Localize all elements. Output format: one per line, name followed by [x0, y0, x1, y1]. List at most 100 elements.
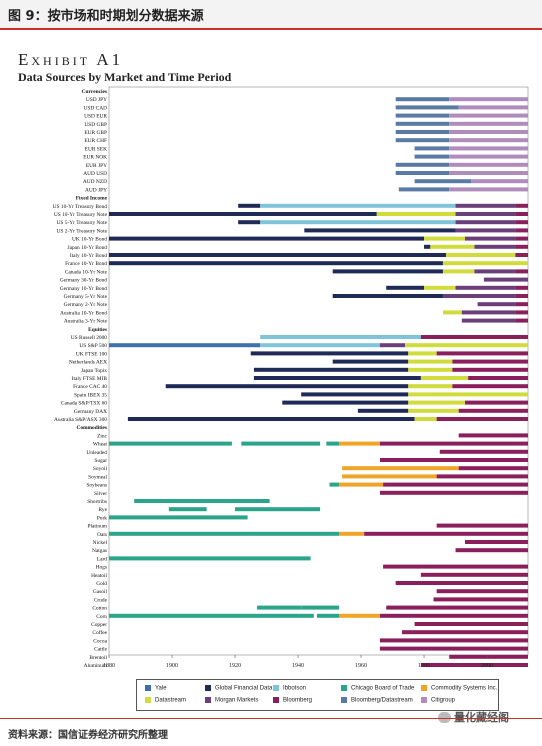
row-label: Soybeans: [86, 483, 107, 489]
legend-swatch: [273, 685, 279, 691]
bar-segment: [420, 376, 469, 380]
bar-segment: [464, 400, 528, 405]
bar-segment: [461, 310, 516, 315]
row-label: Germany 10-Yr Bond: [60, 286, 108, 292]
bar-segment: [408, 367, 453, 372]
bar-segment: [165, 384, 409, 389]
legend-item: Chicago Board of Trade: [341, 685, 414, 692]
chart-subtitle: Data Sources by Market and Time Period: [18, 70, 232, 84]
bar-segment: [464, 540, 528, 544]
x-tick-label: 1880: [103, 663, 115, 669]
bar-segment: [477, 302, 516, 307]
bar-segment: [452, 367, 528, 372]
bar-segment: [257, 605, 302, 610]
bar-segment: [338, 482, 384, 487]
row-label: Germany 5-Yr Note: [64, 294, 108, 300]
bar-segment: [332, 269, 443, 274]
row-label: Germany DAX: [74, 409, 107, 415]
legend-item: Datastream: [145, 697, 186, 704]
bar-segment: [455, 203, 516, 208]
row-label: US 5-Yr Treasury Note: [57, 220, 108, 226]
bar-segment: [439, 449, 528, 454]
row-label: Shortribs: [87, 499, 107, 505]
legend-swatch: [145, 685, 151, 691]
legend-swatch: [341, 685, 347, 691]
bar-segment: [395, 162, 450, 167]
x-tick-label: 1960: [355, 663, 367, 669]
bar-segment: [446, 253, 516, 257]
row-label: Gold: [96, 581, 107, 587]
bar-segment: [250, 351, 409, 356]
legend-swatch: [145, 697, 151, 703]
row-label: Soyoil: [93, 466, 108, 472]
row-label: EUR GBP: [84, 130, 107, 136]
bar-segment: [455, 285, 516, 290]
figure-title: 图 9：按市场和时期划分数据来源: [8, 9, 204, 24]
bar-segment: [109, 556, 311, 561]
row-label: Crude: [94, 597, 108, 603]
row-label: Pork: [97, 515, 107, 521]
bar-segment: [109, 343, 261, 348]
bar-segment: [442, 310, 462, 315]
row-label: Netherlands AEX: [69, 360, 107, 366]
bar-segment: [395, 171, 450, 175]
row-label: Coffee: [92, 629, 107, 636]
bar-segment: [241, 441, 321, 446]
row-label: Hogs: [96, 565, 107, 571]
legend-item: Global Financial Data: [205, 685, 272, 692]
bar-segment: [134, 499, 270, 503]
row-label: AUD JPY: [85, 187, 107, 193]
bar-segment: [468, 376, 528, 380]
bar-segment: [414, 146, 450, 151]
legend-label: Global Financial Data: [215, 685, 273, 692]
bar-segment: [376, 212, 456, 216]
legend-item: Bloomberg: [273, 697, 312, 704]
bar-segment: [260, 343, 380, 348]
bar-segment: [395, 581, 528, 585]
bar-segment: [379, 490, 528, 495]
bar-segment: [436, 474, 528, 479]
bar-segment: [442, 269, 475, 274]
row-label: US 10-Yr Treasury Bond: [53, 204, 108, 210]
bar-segment: [420, 572, 528, 577]
bar-segment: [238, 220, 261, 225]
row-label: Canada 10-Yr Note: [65, 269, 108, 275]
bar-segment: [436, 523, 528, 528]
row-label: Silver: [94, 491, 107, 497]
bar-segment: [329, 482, 339, 487]
bar-segment: [458, 408, 528, 413]
bar-segment: [455, 548, 528, 553]
bar-segment: [436, 351, 528, 356]
bar-segment: [379, 638, 528, 643]
bar-segment: [483, 277, 528, 282]
bar-segment: [408, 408, 459, 413]
row-label: Zinc: [97, 433, 107, 439]
bar-segment: [282, 400, 409, 405]
bar-segment: [260, 203, 456, 208]
bar-segment: [109, 212, 377, 216]
bar-segment: [449, 113, 528, 118]
row-label: Germany 2-Yr Note: [64, 302, 108, 308]
bar-segment: [436, 417, 528, 421]
bar-segment: [515, 244, 528, 249]
row-label: USD CAD: [83, 105, 107, 111]
legend-label: Yale: [155, 685, 167, 692]
bar-segment: [316, 613, 339, 618]
bar-segment: [433, 597, 528, 602]
wechat-icon: [438, 711, 451, 723]
bar-segment: [386, 285, 425, 290]
bar-segment: [168, 507, 207, 512]
row-label: USD JPY: [86, 97, 107, 103]
bar-segment: [342, 466, 459, 471]
bar-segment: [338, 531, 365, 536]
bar-segment: [515, 220, 528, 225]
bar-segment: [449, 162, 528, 167]
bar-segment: [379, 343, 406, 348]
row-label: Platinum: [88, 524, 108, 530]
row-label: Australia 3-Yr Note: [64, 319, 108, 325]
bar-segment: [461, 318, 516, 323]
bar-segment: [238, 203, 261, 208]
bar-segment: [253, 376, 421, 380]
bar-segment: [515, 269, 528, 274]
legend-label: Bloomberg: [283, 697, 313, 704]
